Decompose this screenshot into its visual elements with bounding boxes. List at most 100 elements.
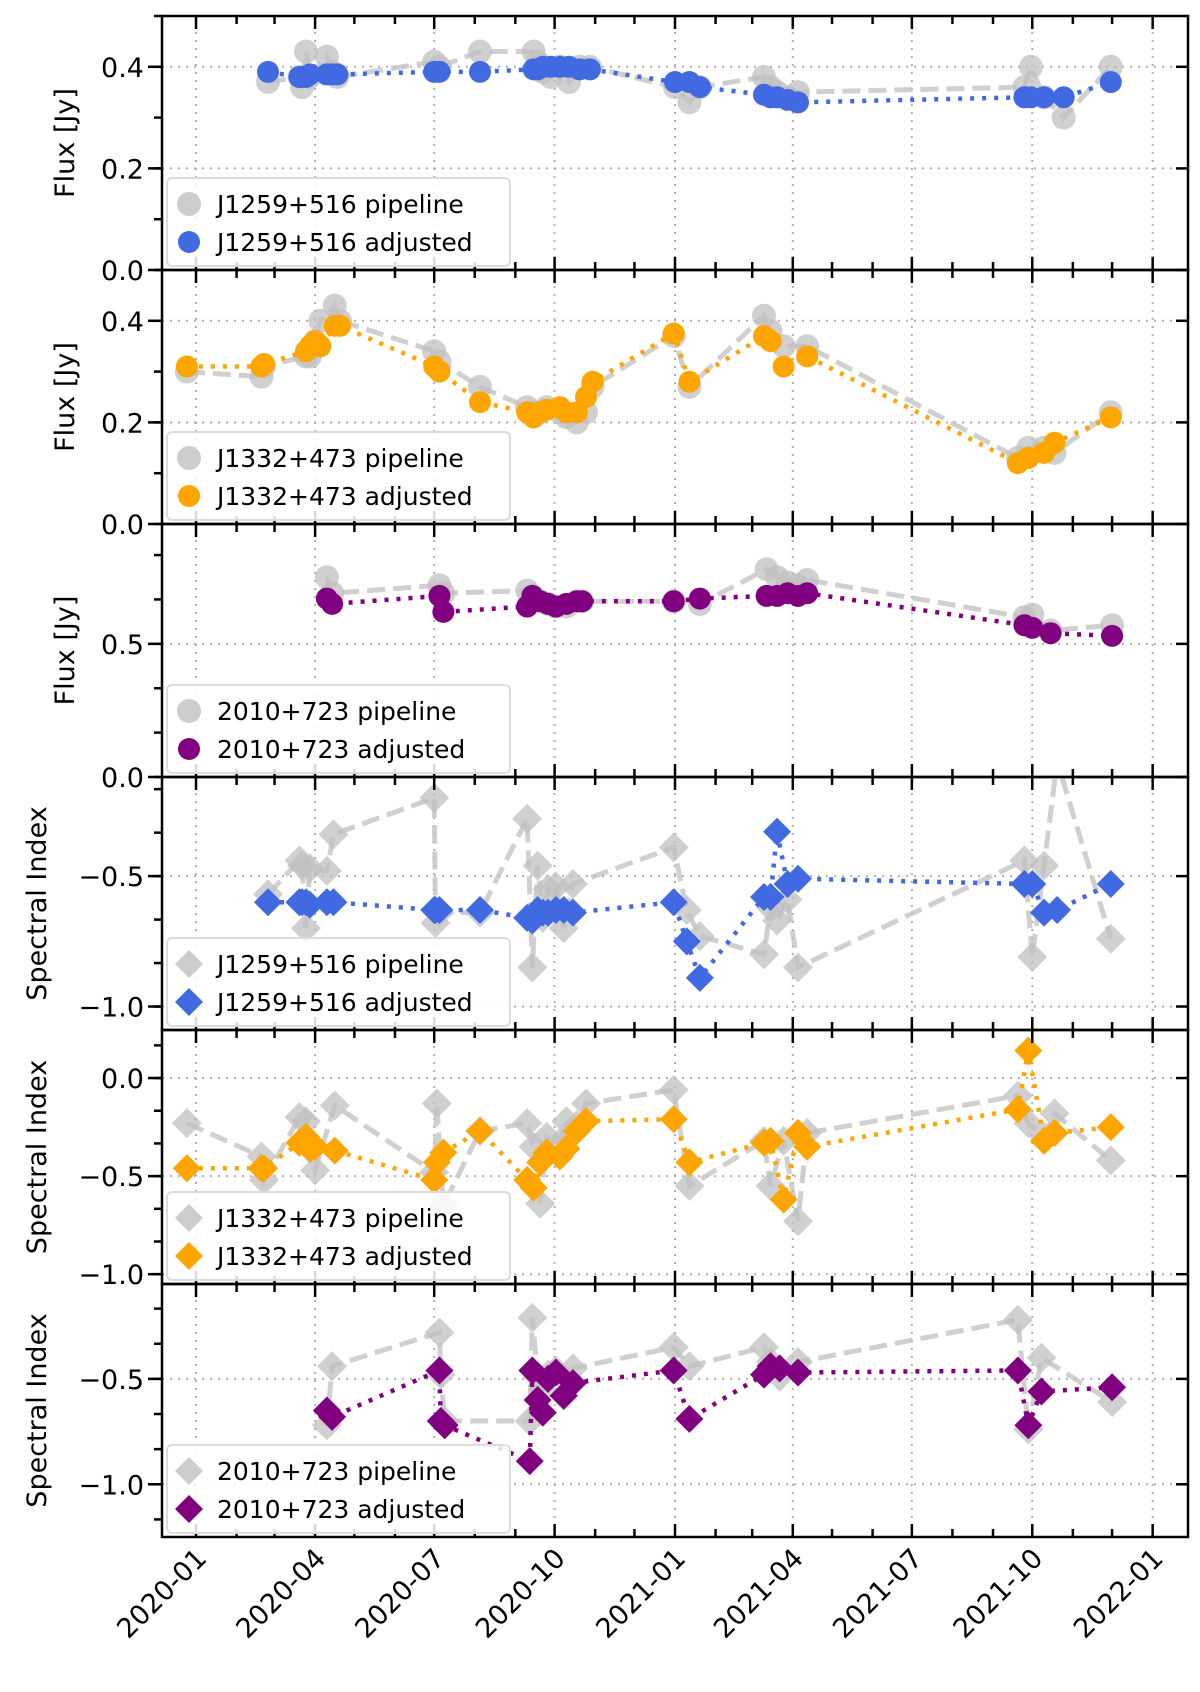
data-point: [688, 76, 711, 99]
data-point: [688, 587, 711, 610]
legend-marker: [175, 1495, 203, 1523]
data-point: [432, 600, 455, 623]
data-point: [784, 864, 813, 893]
data-point: [1002, 1304, 1033, 1335]
legend: J1332+473 pipeline J1332+473 adjusted: [166, 431, 511, 521]
x-tick-labels: 2020-01 2020-04 2020-07 2020-10 2021-01 2021-…: [111, 1543, 1169, 1645]
data-point: [1018, 54, 1043, 79]
data-point: [428, 60, 451, 83]
panel-spectral-J1259: −0.5 −1.0 Spectral Index J1259+516 pipeline…: [22, 775, 1190, 1032]
y-axis-label: Flux [Jy]: [50, 88, 81, 198]
plot-area: [256, 39, 1123, 130]
legend-marker: [175, 1457, 203, 1485]
x-ticks: [194, 1284, 1154, 1537]
data-point: [578, 58, 601, 81]
data-point: [429, 1138, 458, 1167]
y-tick-label: −0.5: [78, 1162, 144, 1193]
legend-marker: [177, 192, 201, 216]
data-point: [1043, 896, 1072, 925]
x-tick-label: 2020-01: [111, 1543, 213, 1645]
legend-label: J1332+473 adjusted: [215, 1242, 473, 1271]
data-point: [172, 1154, 201, 1183]
data-point: [250, 1154, 279, 1183]
plot-area: [311, 1302, 1128, 1476]
data-point: [318, 819, 349, 850]
data-point: [300, 1155, 331, 1186]
y-tick-label: −1.0: [78, 993, 144, 1024]
y-tick-label: −0.5: [78, 862, 144, 893]
plot-area: [171, 1036, 1126, 1237]
data-point: [571, 590, 594, 613]
data-point: [425, 1356, 454, 1385]
data-point: [796, 345, 819, 368]
x-tick-label: 2021-04: [708, 1543, 810, 1645]
data-point: [675, 1148, 704, 1177]
y-tick-label: 0.2: [101, 408, 144, 439]
data-point: [1021, 616, 1044, 639]
data-point: [796, 582, 819, 605]
data-point: [763, 817, 792, 846]
legend-marker: [175, 950, 203, 978]
data-point: [1096, 869, 1125, 898]
data-point: [672, 927, 701, 956]
data-point: [420, 1166, 449, 1195]
data-point: [1051, 105, 1076, 130]
x-tick-label: 2020-04: [230, 1543, 332, 1645]
legend-marker: [178, 231, 200, 253]
x-tick-label: 2021-10: [948, 1543, 1050, 1645]
data-point: [1026, 1342, 1057, 1373]
data-point: [1099, 71, 1122, 94]
data-point: [756, 882, 785, 911]
data-point: [519, 1173, 548, 1202]
data-point: [1029, 850, 1060, 881]
data-point: [1096, 1113, 1125, 1142]
legend: 2010+723 pipeline 2010+723 adjusted: [166, 1444, 511, 1534]
y-ticks: 0.0 0.2 0.4: [101, 268, 1188, 541]
data-point: [1039, 622, 1062, 645]
plot-area: [253, 777, 1126, 992]
data-point: [678, 370, 701, 393]
legend-label: J1259+516 pipeline: [215, 950, 464, 979]
data-point: [658, 832, 689, 863]
data-point: [528, 1398, 557, 1427]
y-tick-label: 0.0: [101, 1064, 144, 1095]
legend-label: J1259+516 adjusted: [215, 228, 473, 257]
data-point: [558, 898, 587, 927]
data-point: [1043, 431, 1066, 454]
legend: J1259+516 pipeline J1259+516 adjusted: [166, 177, 511, 267]
x-tick-label: 2021-07: [827, 1543, 929, 1645]
legend-label: 2010+723 adjusted: [217, 1495, 465, 1524]
data-point: [515, 1447, 544, 1476]
y-ticks: 0.0 −0.5 −1.0: [78, 1044, 1188, 1291]
legend-label: 2010+723 pipeline: [217, 1457, 456, 1486]
data-point: [468, 39, 493, 64]
legend-frame: [166, 1444, 511, 1534]
data-point: [659, 1105, 688, 1134]
data-point: [301, 1132, 330, 1161]
data-point: [319, 1090, 350, 1121]
plot-area: [174, 293, 1123, 475]
data-point: [290, 1106, 321, 1137]
legend-label: J1259+516 pipeline: [215, 190, 464, 219]
data-point: [309, 335, 332, 358]
legend-label: 2010+723 pipeline: [217, 697, 456, 726]
y-tick-label: −1.0: [78, 1260, 144, 1291]
x-ticks: [194, 16, 1154, 270]
data-point: [1101, 624, 1124, 647]
data-point: [675, 1404, 704, 1433]
data-point: [321, 592, 344, 615]
grid: [162, 777, 1188, 1030]
data-point: [659, 1356, 688, 1385]
legend-frame: [166, 431, 511, 521]
data-point: [557, 868, 588, 899]
y-tick-label: 0.4: [101, 307, 144, 338]
data-point: [783, 1206, 814, 1237]
data-point: [787, 91, 810, 114]
data-point: [662, 322, 685, 345]
series-line-pipeline: [324, 566, 1113, 634]
series-line-adjusted: [186, 1050, 1112, 1201]
data-point: [748, 939, 779, 970]
x-tick-label: 2021-01: [590, 1543, 692, 1645]
data-point: [1039, 1098, 1070, 1129]
